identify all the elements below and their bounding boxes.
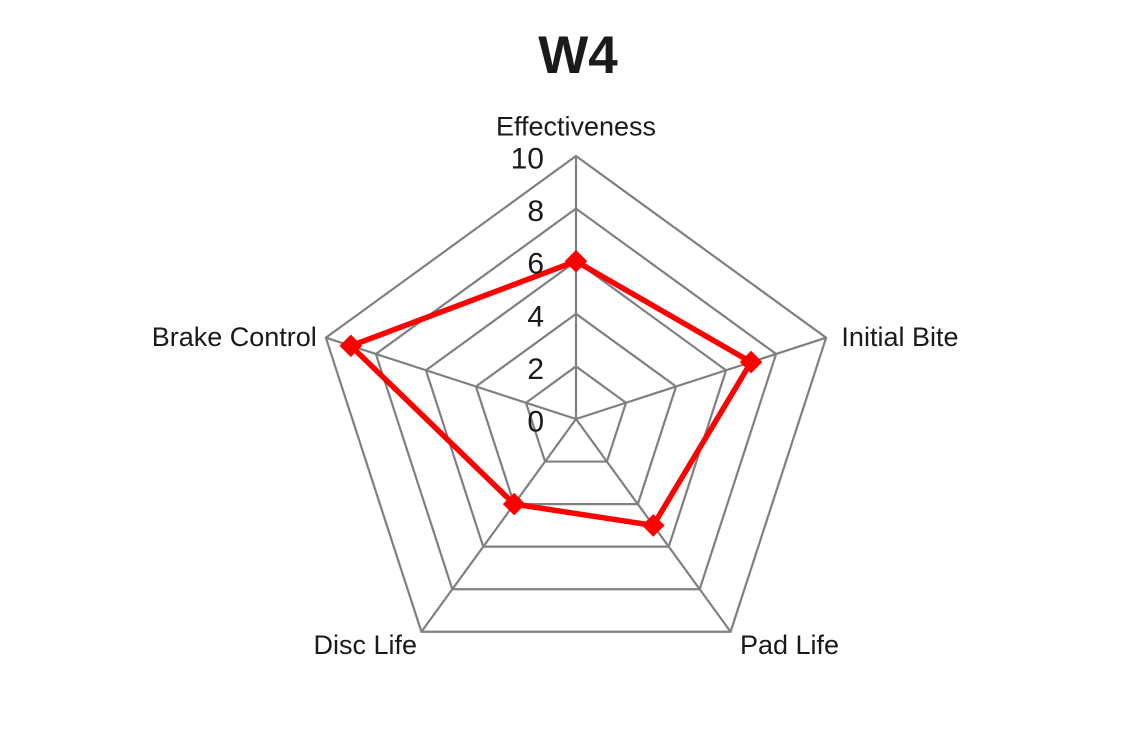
svg-text:Initial Bite: Initial Bite (841, 322, 958, 352)
svg-text:Disc Life: Disc Life (313, 630, 417, 660)
svg-text:0: 0 (527, 406, 544, 439)
svg-text:8: 8 (527, 195, 544, 228)
svg-text:Effectiveness: Effectiveness (496, 112, 656, 142)
svg-text:6: 6 (527, 248, 544, 281)
svg-text:4: 4 (527, 300, 544, 333)
svg-text:Pad Life: Pad Life (740, 630, 839, 660)
svg-text:2: 2 (527, 353, 544, 386)
svg-text:Brake Control: Brake Control (152, 322, 317, 352)
svg-text:10: 10 (511, 143, 544, 176)
